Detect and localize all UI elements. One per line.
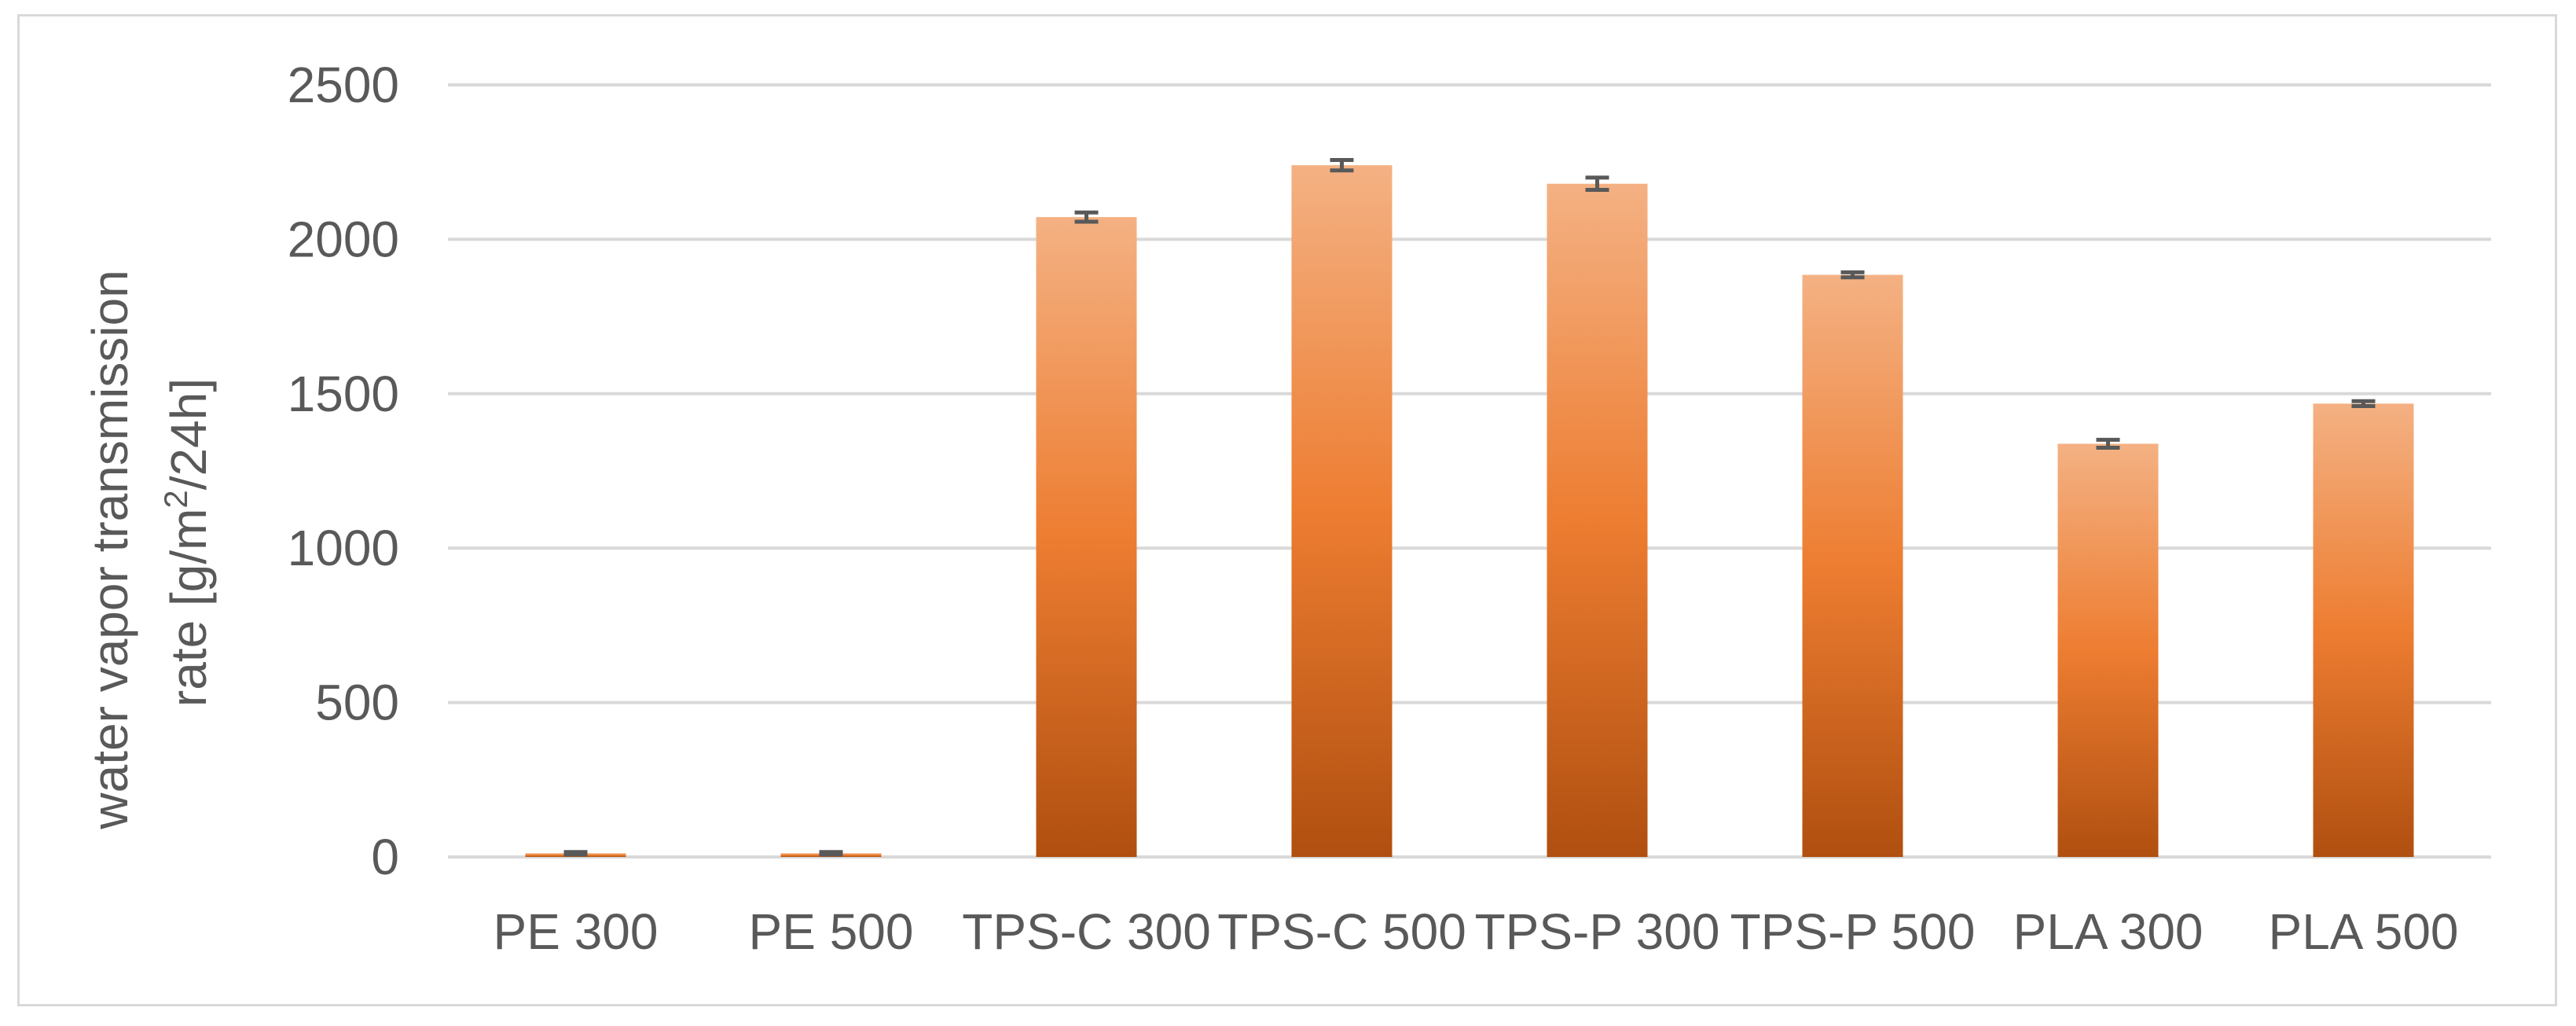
error-bar	[1074, 210, 1099, 224]
x-tick-label: PLA 500	[2269, 903, 2459, 960]
x-tick-label: TPS-C 300	[962, 903, 1211, 960]
y-tick-label: 2000	[288, 211, 399, 267]
bar	[1547, 183, 1648, 858]
bar	[2057, 443, 2159, 857]
x-tick-label: TPS-P 500	[1730, 903, 1976, 960]
error-bar	[563, 850, 588, 857]
x-axis-ticks: PE 300 PE 500 TPS-C 300 TPS-C 500 TPS-P 300 T…	[494, 903, 2459, 960]
bar	[1291, 165, 1393, 858]
x-tick-label: PLA 300	[2013, 903, 2204, 960]
gridlines	[448, 83, 2491, 859]
y-tick-label: 1000	[288, 520, 399, 576]
bar	[1036, 217, 1137, 857]
error-bar	[1330, 157, 1354, 173]
error-bar	[1840, 270, 1865, 280]
y-axis-ticks: 0 500 1000 1500 2000 2500	[288, 57, 399, 885]
x-tick-label: TPS-C 500	[1217, 903, 1466, 960]
y-tick-label: 500	[315, 675, 399, 731]
y-tick-label: 2500	[288, 57, 399, 113]
x-tick-label: PE 300	[494, 903, 659, 960]
error-bar	[819, 850, 843, 857]
y-axis-label: water vapor transmission rate [g/m2/24h]	[82, 256, 217, 829]
error-bars	[563, 157, 2376, 857]
bars	[525, 165, 2414, 858]
x-tick-label: TPS-P 300	[1475, 903, 1720, 960]
error-bar	[1585, 175, 1609, 193]
x-tick-label: PE 500	[749, 903, 914, 960]
bar	[1802, 274, 1903, 857]
y-tick-label: 1500	[288, 366, 399, 422]
error-bar	[2351, 399, 2376, 409]
error-bar	[2096, 437, 2120, 450]
bar	[2313, 403, 2414, 857]
y-tick-label: 0	[371, 829, 399, 885]
